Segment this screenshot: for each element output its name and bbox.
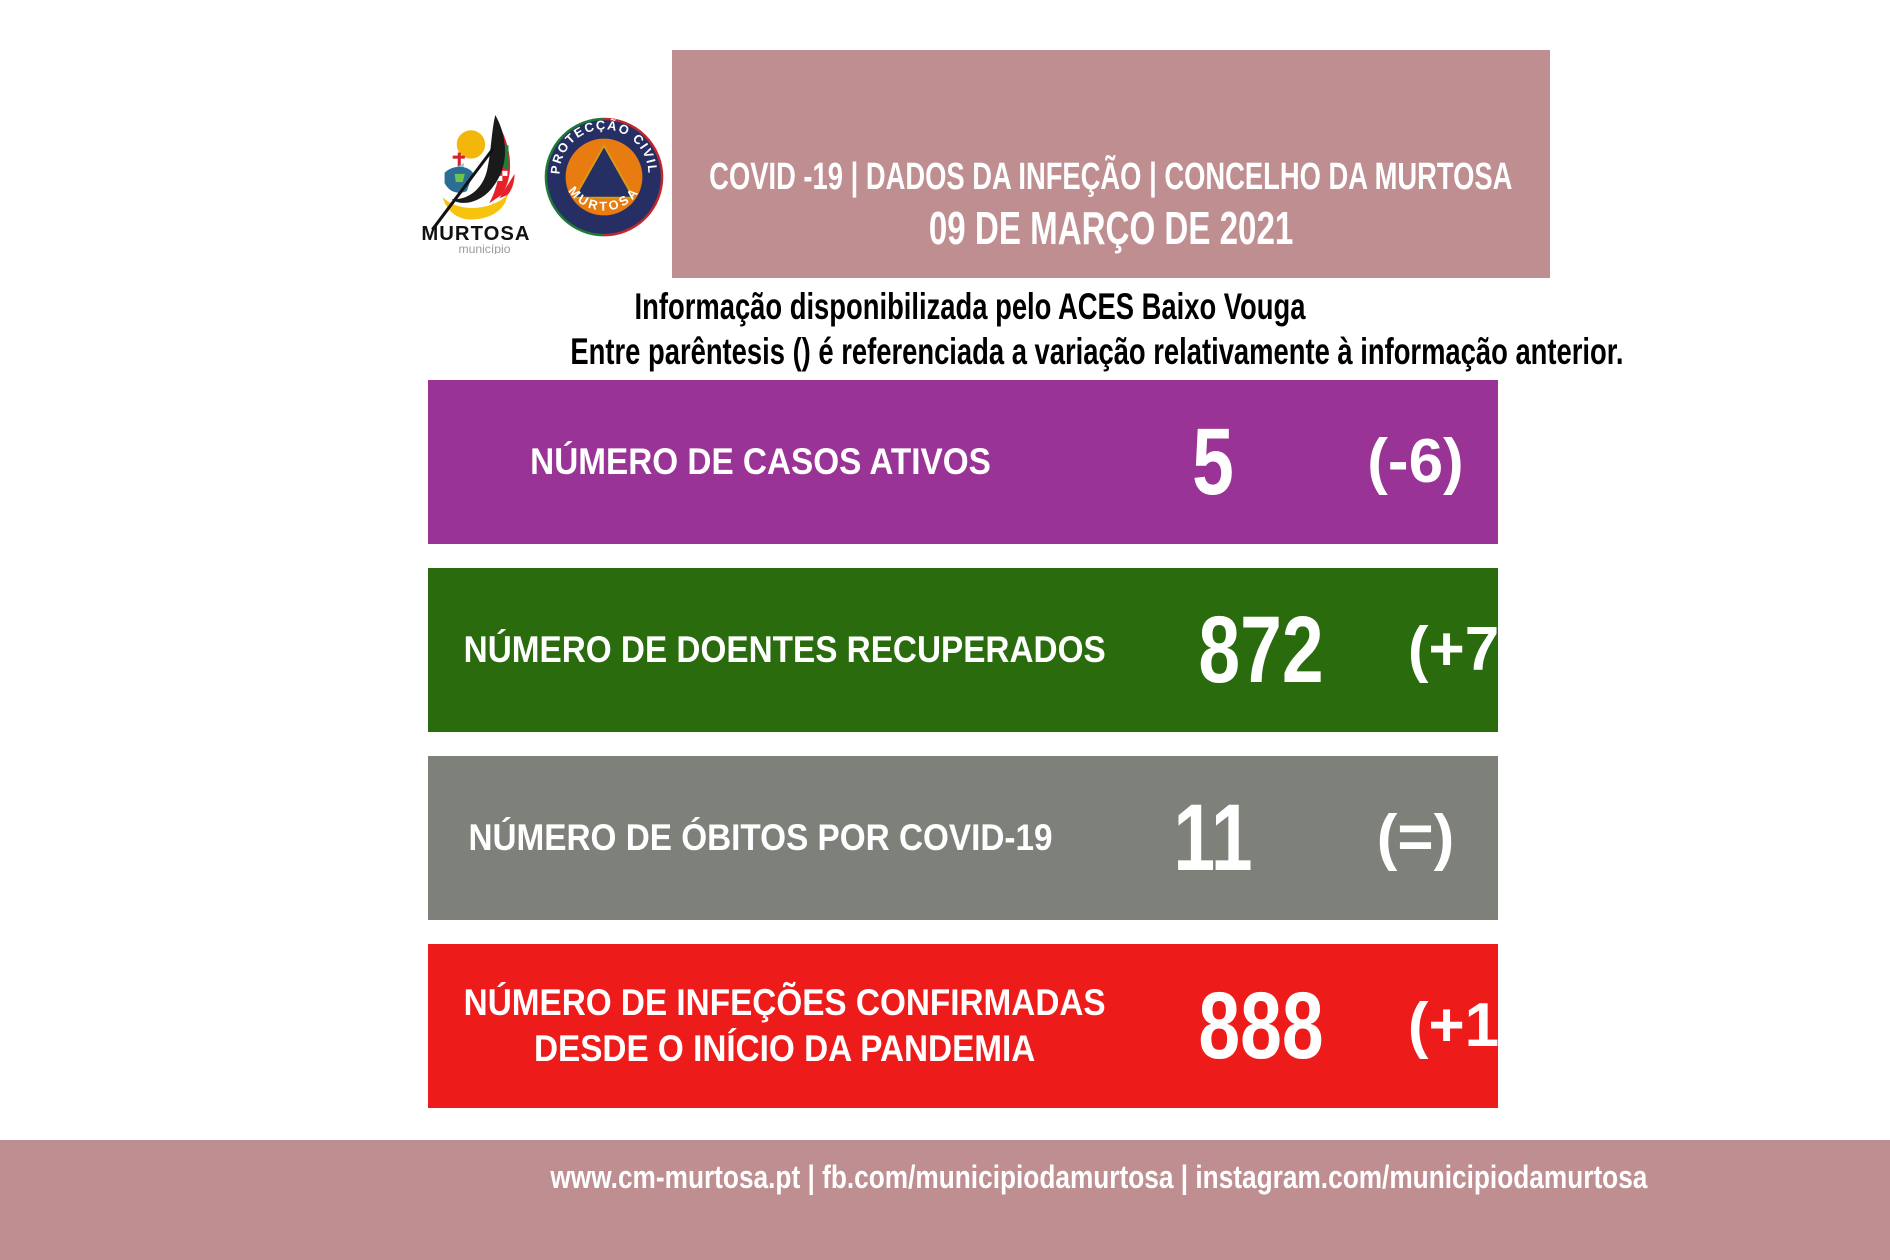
stat-value: 888 bbox=[1198, 972, 1324, 1079]
murtosa-logo-subtitle: município bbox=[458, 242, 510, 254]
oar-line bbox=[431, 147, 495, 231]
stat-bar-total-infections: NÚMERO DE INFEÇÕES CONFIRMADAS DESDE O I… bbox=[428, 944, 1520, 1108]
info-subtitle: Informação disponibilizada pelo ACES Bai… bbox=[430, 284, 1624, 374]
footer-links: www.cm-murtosa.pt | fb.com/municipiodamu… bbox=[550, 1159, 1648, 1195]
header-logos: MURTOSA município PROTECÇÃO CIVIL MURTOS… bbox=[416, 112, 668, 254]
stat-label: NÚMERO DE CASOS ATIVOS bbox=[428, 439, 1093, 485]
sun-icon bbox=[456, 130, 486, 159]
murtosa-logo-title: MURTOSA bbox=[421, 223, 530, 245]
small-boat-window bbox=[454, 173, 465, 182]
stat-variation: (+7) bbox=[1407, 615, 1520, 684]
stat-variation: (-6) bbox=[1367, 427, 1464, 496]
subtitle-line-2: Entre parêntesis () é referenciada a var… bbox=[570, 331, 1624, 372]
stat-variation: (+1) bbox=[1407, 991, 1520, 1060]
mast-cross-bar bbox=[452, 155, 465, 159]
footer-bar: www.cm-murtosa.pt | fb.com/municipiodamu… bbox=[0, 1140, 1890, 1260]
civil-protection-triangle-icon bbox=[573, 144, 635, 199]
banner-title: COVID -19 | DADOS DA INFEÇÃO | CONCELHO … bbox=[709, 156, 1513, 198]
swoosh-shape bbox=[451, 115, 506, 203]
checker bbox=[497, 175, 503, 181]
stat-bar-active-cases: NÚMERO DE CASOS ATIVOS 5 (-6) bbox=[428, 380, 1498, 544]
stat-label: NÚMERO DE DOENTES RECUPERADOS bbox=[428, 627, 1141, 673]
banner-date: 09 DE MARÇO DE 2021 bbox=[928, 202, 1294, 254]
murtosa-municipality-logo: MURTOSA município bbox=[421, 115, 530, 254]
badge-rim-green bbox=[544, 117, 605, 237]
badge-rim-red bbox=[603, 117, 664, 237]
stat-variation: (=) bbox=[1376, 803, 1455, 872]
checker bbox=[502, 170, 508, 176]
stat-label-line-1: NÚMERO DE CASOS ATIVOS bbox=[530, 441, 991, 482]
title-banner: COVID -19 | DADOS DA INFEÇÃO | CONCELHO … bbox=[672, 50, 1550, 278]
stat-value: 11 bbox=[1173, 784, 1253, 891]
stat-value: 872 bbox=[1198, 596, 1324, 703]
stat-label: NÚMERO DE ÓBITOS POR COVID-19 bbox=[428, 815, 1093, 861]
sail-shape bbox=[489, 122, 511, 204]
stats-list: NÚMERO DE CASOS ATIVOS 5 (-6) NÚMERO DE … bbox=[428, 380, 1520, 1108]
stat-value: 5 bbox=[1192, 408, 1234, 515]
stat-label-line-1: NÚMERO DE ÓBITOS POR COVID-19 bbox=[468, 817, 1053, 858]
stat-bar-recovered: NÚMERO DE DOENTES RECUPERADOS 872 (+7) bbox=[428, 568, 1520, 732]
protecao-civil-logo: PROTECÇÃO CIVIL MURTOSA bbox=[544, 117, 664, 237]
stat-label-line-2: DESDE O INÍCIO DA PANDEMIA bbox=[533, 1028, 1036, 1069]
boat-hull bbox=[442, 195, 508, 220]
mast-cross bbox=[457, 152, 461, 169]
checker bbox=[502, 175, 508, 181]
subtitle-line-1: Informação disponibilizada pelo ACES Bai… bbox=[634, 286, 1306, 327]
stat-label-line-1: NÚMERO DE DOENTES RECUPERADOS bbox=[463, 629, 1106, 670]
hull-tip bbox=[499, 173, 515, 199]
stat-label-line-1: NÚMERO DE INFEÇÕES CONFIRMADAS bbox=[463, 982, 1106, 1023]
stat-label: NÚMERO DE INFEÇÕES CONFIRMADAS DESDE O I… bbox=[428, 980, 1141, 1072]
stat-bar-deaths: NÚMERO DE ÓBITOS POR COVID-19 11 (=) bbox=[428, 756, 1498, 920]
